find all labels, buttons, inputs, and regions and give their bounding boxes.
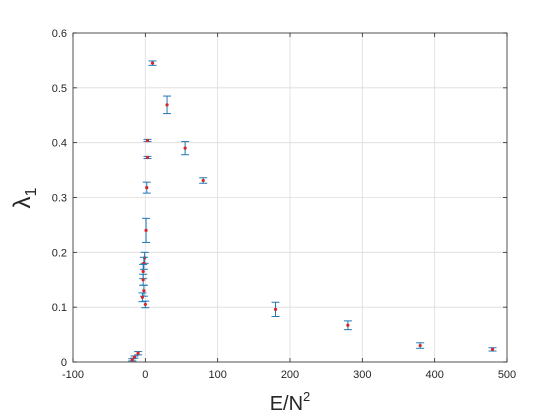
- data-point: [143, 155, 152, 160]
- data-point: [139, 284, 148, 297]
- y-tick-label: 0.1: [52, 302, 67, 314]
- data-marker: [142, 289, 146, 293]
- data-marker: [136, 351, 140, 355]
- x-axis-label-base: E/N: [270, 393, 303, 415]
- data-point: [416, 342, 425, 349]
- data-point: [488, 347, 497, 352]
- data-marker: [130, 358, 134, 362]
- data-point: [343, 320, 352, 331]
- data-marker: [201, 178, 205, 183]
- data-point: [128, 358, 137, 362]
- data-marker: [490, 347, 495, 351]
- y-axis-ticks: 0 0.1 0.2 0.3 0.4 0.5 0.6: [52, 28, 507, 369]
- x-axis-ticks: -100 0 100 200 300 400 500: [62, 33, 516, 381]
- x-tick-label: 200: [281, 369, 299, 381]
- y-tick-label: 0: [61, 357, 67, 369]
- data-point: [199, 177, 208, 184]
- data-point: [181, 141, 190, 156]
- y-axis-label-base: λ: [9, 196, 36, 208]
- x-tick-label: -100: [62, 369, 84, 381]
- x-tick-label: 0: [142, 369, 148, 381]
- data-marker: [183, 146, 187, 150]
- data-marker: [273, 307, 278, 311]
- data-point: [163, 95, 172, 115]
- y-tick-label: 0.2: [52, 247, 67, 259]
- x-tick-label: 400: [425, 369, 443, 381]
- y-tick-label: 0.5: [52, 83, 67, 95]
- x-tick-label: 100: [208, 369, 226, 381]
- data-point: [141, 300, 150, 309]
- x-axis-label: E/N2: [270, 389, 311, 415]
- data-marker: [143, 302, 147, 307]
- data-marker: [132, 355, 137, 359]
- data-marker: [144, 228, 148, 232]
- data-points: [128, 60, 497, 362]
- data-marker: [165, 103, 169, 107]
- data-marker: [141, 278, 145, 282]
- data-point: [142, 181, 151, 194]
- x-tick-label: 500: [498, 369, 516, 381]
- data-point: [143, 138, 152, 143]
- data-marker: [145, 186, 149, 190]
- data-marker: [145, 138, 150, 143]
- data-marker: [418, 343, 422, 348]
- y-tick-label: 0.3: [52, 193, 67, 205]
- data-point: [139, 256, 148, 270]
- x-axis-label-sup: 2: [303, 389, 310, 404]
- data-point: [271, 301, 280, 317]
- y-axis-label: λ1: [9, 187, 40, 208]
- data-marker: [141, 269, 145, 274]
- data-marker: [145, 155, 150, 160]
- data-marker: [140, 295, 145, 299]
- data-point: [134, 351, 143, 356]
- y-tick-label: 0.4: [52, 138, 67, 150]
- x-tick-label: 300: [353, 369, 371, 381]
- y-tick-label: 0.6: [52, 28, 67, 40]
- data-point: [142, 217, 151, 243]
- data-point: [148, 60, 157, 66]
- data-marker: [150, 61, 155, 65]
- data-marker: [346, 323, 350, 327]
- y-axis-label-sub: 1: [23, 187, 40, 196]
- data-point: [130, 355, 139, 359]
